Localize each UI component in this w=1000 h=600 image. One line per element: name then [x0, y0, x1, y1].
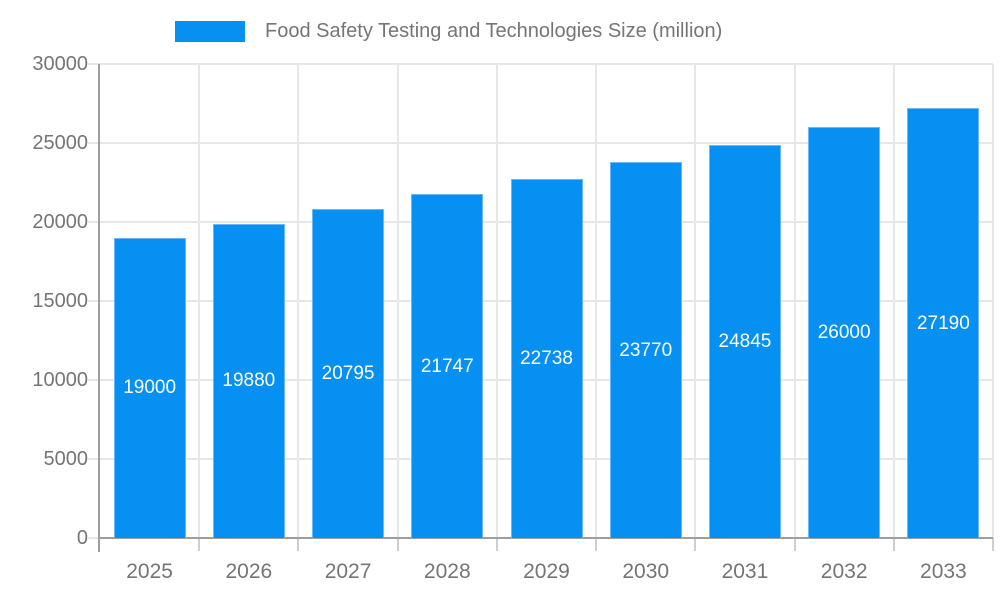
y-axis — [98, 64, 100, 552]
y-axis-label: 25000 — [32, 132, 88, 154]
x-axis-label: 2031 — [721, 560, 769, 583]
x-axis-tick — [892, 538, 895, 551]
y-axis-label: 5000 — [43, 448, 89, 470]
bar-2029[interactable]: 22738 — [510, 178, 583, 538]
bar-value-label: 22738 — [520, 347, 573, 369]
x-axis-tick — [595, 538, 598, 551]
plot-area: 0 5000 10000 15000 20000 25000 30000 19000 2025 1… — [32, 53, 994, 583]
gridline-vertical — [793, 64, 796, 538]
x-axis-tick — [992, 538, 994, 551]
y-axis-tick — [88, 300, 100, 302]
bar-2031[interactable]: 24845 — [708, 145, 781, 538]
x-axis-label: 2028 — [423, 560, 471, 583]
x-axis-tick — [694, 538, 697, 551]
y-axis-label: 15000 — [32, 290, 88, 312]
bar-value-label: 24845 — [718, 331, 772, 353]
y-axis-label: 30000 — [32, 53, 88, 75]
y-axis-label: 20000 — [32, 211, 88, 233]
bar-value-label: 19000 — [123, 377, 177, 399]
bar-value-label: 23770 — [619, 339, 673, 361]
bar-2027[interactable]: 20795 — [312, 209, 385, 538]
bar-2028[interactable]: 21747 — [411, 194, 484, 538]
bar-2025[interactable]: 19000 — [113, 237, 186, 538]
x-axis-tick — [198, 538, 201, 551]
bar-2026[interactable]: 19880 — [212, 223, 285, 538]
gridline-vertical — [198, 64, 201, 538]
y-axis-label: 10000 — [32, 369, 88, 391]
y-axis-tick — [88, 63, 100, 65]
x-axis-tick — [297, 538, 300, 551]
gridline-vertical — [595, 64, 598, 538]
x-axis-tick — [396, 538, 399, 551]
gridline-horizontal — [100, 63, 993, 65]
bar-2030[interactable]: 23770 — [609, 162, 682, 538]
x-axis-label: 2027 — [324, 560, 372, 583]
legend-label: Food Safety Testing and Technologies Siz… — [265, 20, 723, 42]
x-axis-tick — [793, 538, 796, 551]
x-axis-label: 2025 — [126, 560, 173, 583]
gridline-vertical — [297, 64, 300, 538]
legend-item[interactable]: Food Safety Testing and Technologies Siz… — [175, 20, 722, 43]
bar-value-label: 21747 — [420, 355, 474, 377]
bar-2033[interactable]: 27190 — [907, 108, 980, 538]
y-axis-label: 0 — [76, 527, 88, 549]
y-axis-tick — [88, 458, 100, 460]
y-axis-tick — [88, 379, 100, 381]
gridline-vertical — [992, 64, 994, 538]
x-axis-label: 2030 — [622, 560, 670, 583]
gridline-vertical — [694, 64, 697, 538]
bar-value-label: 26000 — [817, 322, 871, 344]
bar-value-label: 27190 — [916, 312, 970, 334]
bar-value-label: 19880 — [222, 370, 276, 392]
bar-value-label: 20795 — [321, 363, 375, 385]
bar-2032[interactable]: 26000 — [808, 127, 881, 538]
x-axis-label: 2026 — [225, 560, 273, 583]
gridline-horizontal — [100, 142, 993, 144]
y-axis-tick — [88, 221, 100, 223]
y-axis-tick — [88, 537, 100, 539]
y-axis-tick — [88, 142, 100, 144]
legend-swatch — [175, 21, 245, 42]
x-axis-label: 2029 — [523, 560, 570, 583]
gridline-vertical — [892, 64, 895, 538]
x-axis-baseline — [100, 537, 993, 539]
x-axis-label: 2033 — [920, 560, 967, 583]
x-axis-tick — [495, 538, 498, 551]
x-axis-label: 2032 — [820, 560, 868, 583]
gridline-vertical — [495, 64, 498, 538]
gridline-vertical — [396, 64, 399, 538]
